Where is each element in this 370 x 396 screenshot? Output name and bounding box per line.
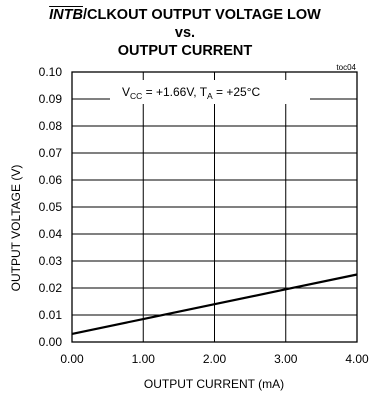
y-tick-label: 0.09 bbox=[39, 92, 63, 106]
x-tick-label: 2.00 bbox=[203, 352, 227, 366]
y-tick-labels: 0.00 0.01 0.02 0.03 0.04 0.05 0.06 0.07 0.08 0.09… bbox=[39, 65, 63, 349]
x-tick-label: 3.00 bbox=[274, 352, 298, 366]
x-tick-labels: 0.00 1.00 2.00 3.00 4.00 bbox=[60, 352, 369, 366]
y-tick-label: 0.08 bbox=[39, 119, 63, 133]
x-tick-label: 1.00 bbox=[132, 352, 156, 366]
y-tick-label: 0.03 bbox=[39, 254, 63, 268]
annotation-ta-value: = +25°C bbox=[213, 85, 261, 99]
y-tick-label: 0.05 bbox=[39, 200, 63, 214]
annotation-vcc-value: = +1.66V, T bbox=[142, 85, 207, 99]
x-tick-label: 0.00 bbox=[60, 352, 84, 366]
y-tick-label: 0.00 bbox=[39, 335, 63, 349]
y-tick-label: 0.10 bbox=[39, 65, 63, 79]
y-tick-label: 0.01 bbox=[39, 308, 63, 322]
plot-frame bbox=[71, 71, 358, 343]
y-tick-label: 0.06 bbox=[39, 173, 63, 187]
chart-note: toc04 bbox=[336, 63, 356, 72]
y-tick-label: 0.04 bbox=[39, 227, 63, 241]
x-axis-label: OUTPUT CURRENT (mA) bbox=[144, 377, 284, 391]
chart-title-signal: INTB bbox=[49, 7, 83, 23]
series-line bbox=[71, 273, 358, 335]
x-tick-label: 4.00 bbox=[345, 352, 369, 366]
annotation-a: A bbox=[207, 91, 213, 101]
annotation-cc: CC bbox=[130, 91, 142, 101]
annotation-v: V bbox=[122, 85, 130, 99]
y-tick-label: 0.02 bbox=[39, 281, 63, 295]
chart-title-line-1: INTB/CLKOUT OUTPUT VOLTAGE LOW bbox=[0, 7, 370, 24]
chart-title-line-3: OUTPUT CURRENT bbox=[117, 43, 253, 59]
y-axis-label: OUTPUT VOLTAGE (V) bbox=[9, 165, 23, 292]
grid bbox=[71, 71, 358, 343]
series-lines bbox=[71, 273, 358, 335]
chart-title-line-2: vs. bbox=[174, 25, 196, 41]
chart-title-rest: /CLKOUT OUTPUT VOLTAGE LOW bbox=[82, 7, 321, 23]
conditions-annotation: VCC = +1.66V, TA = +25°C bbox=[122, 85, 261, 101]
y-tick-label: 0.07 bbox=[39, 146, 63, 160]
annotation-background bbox=[110, 80, 310, 104]
